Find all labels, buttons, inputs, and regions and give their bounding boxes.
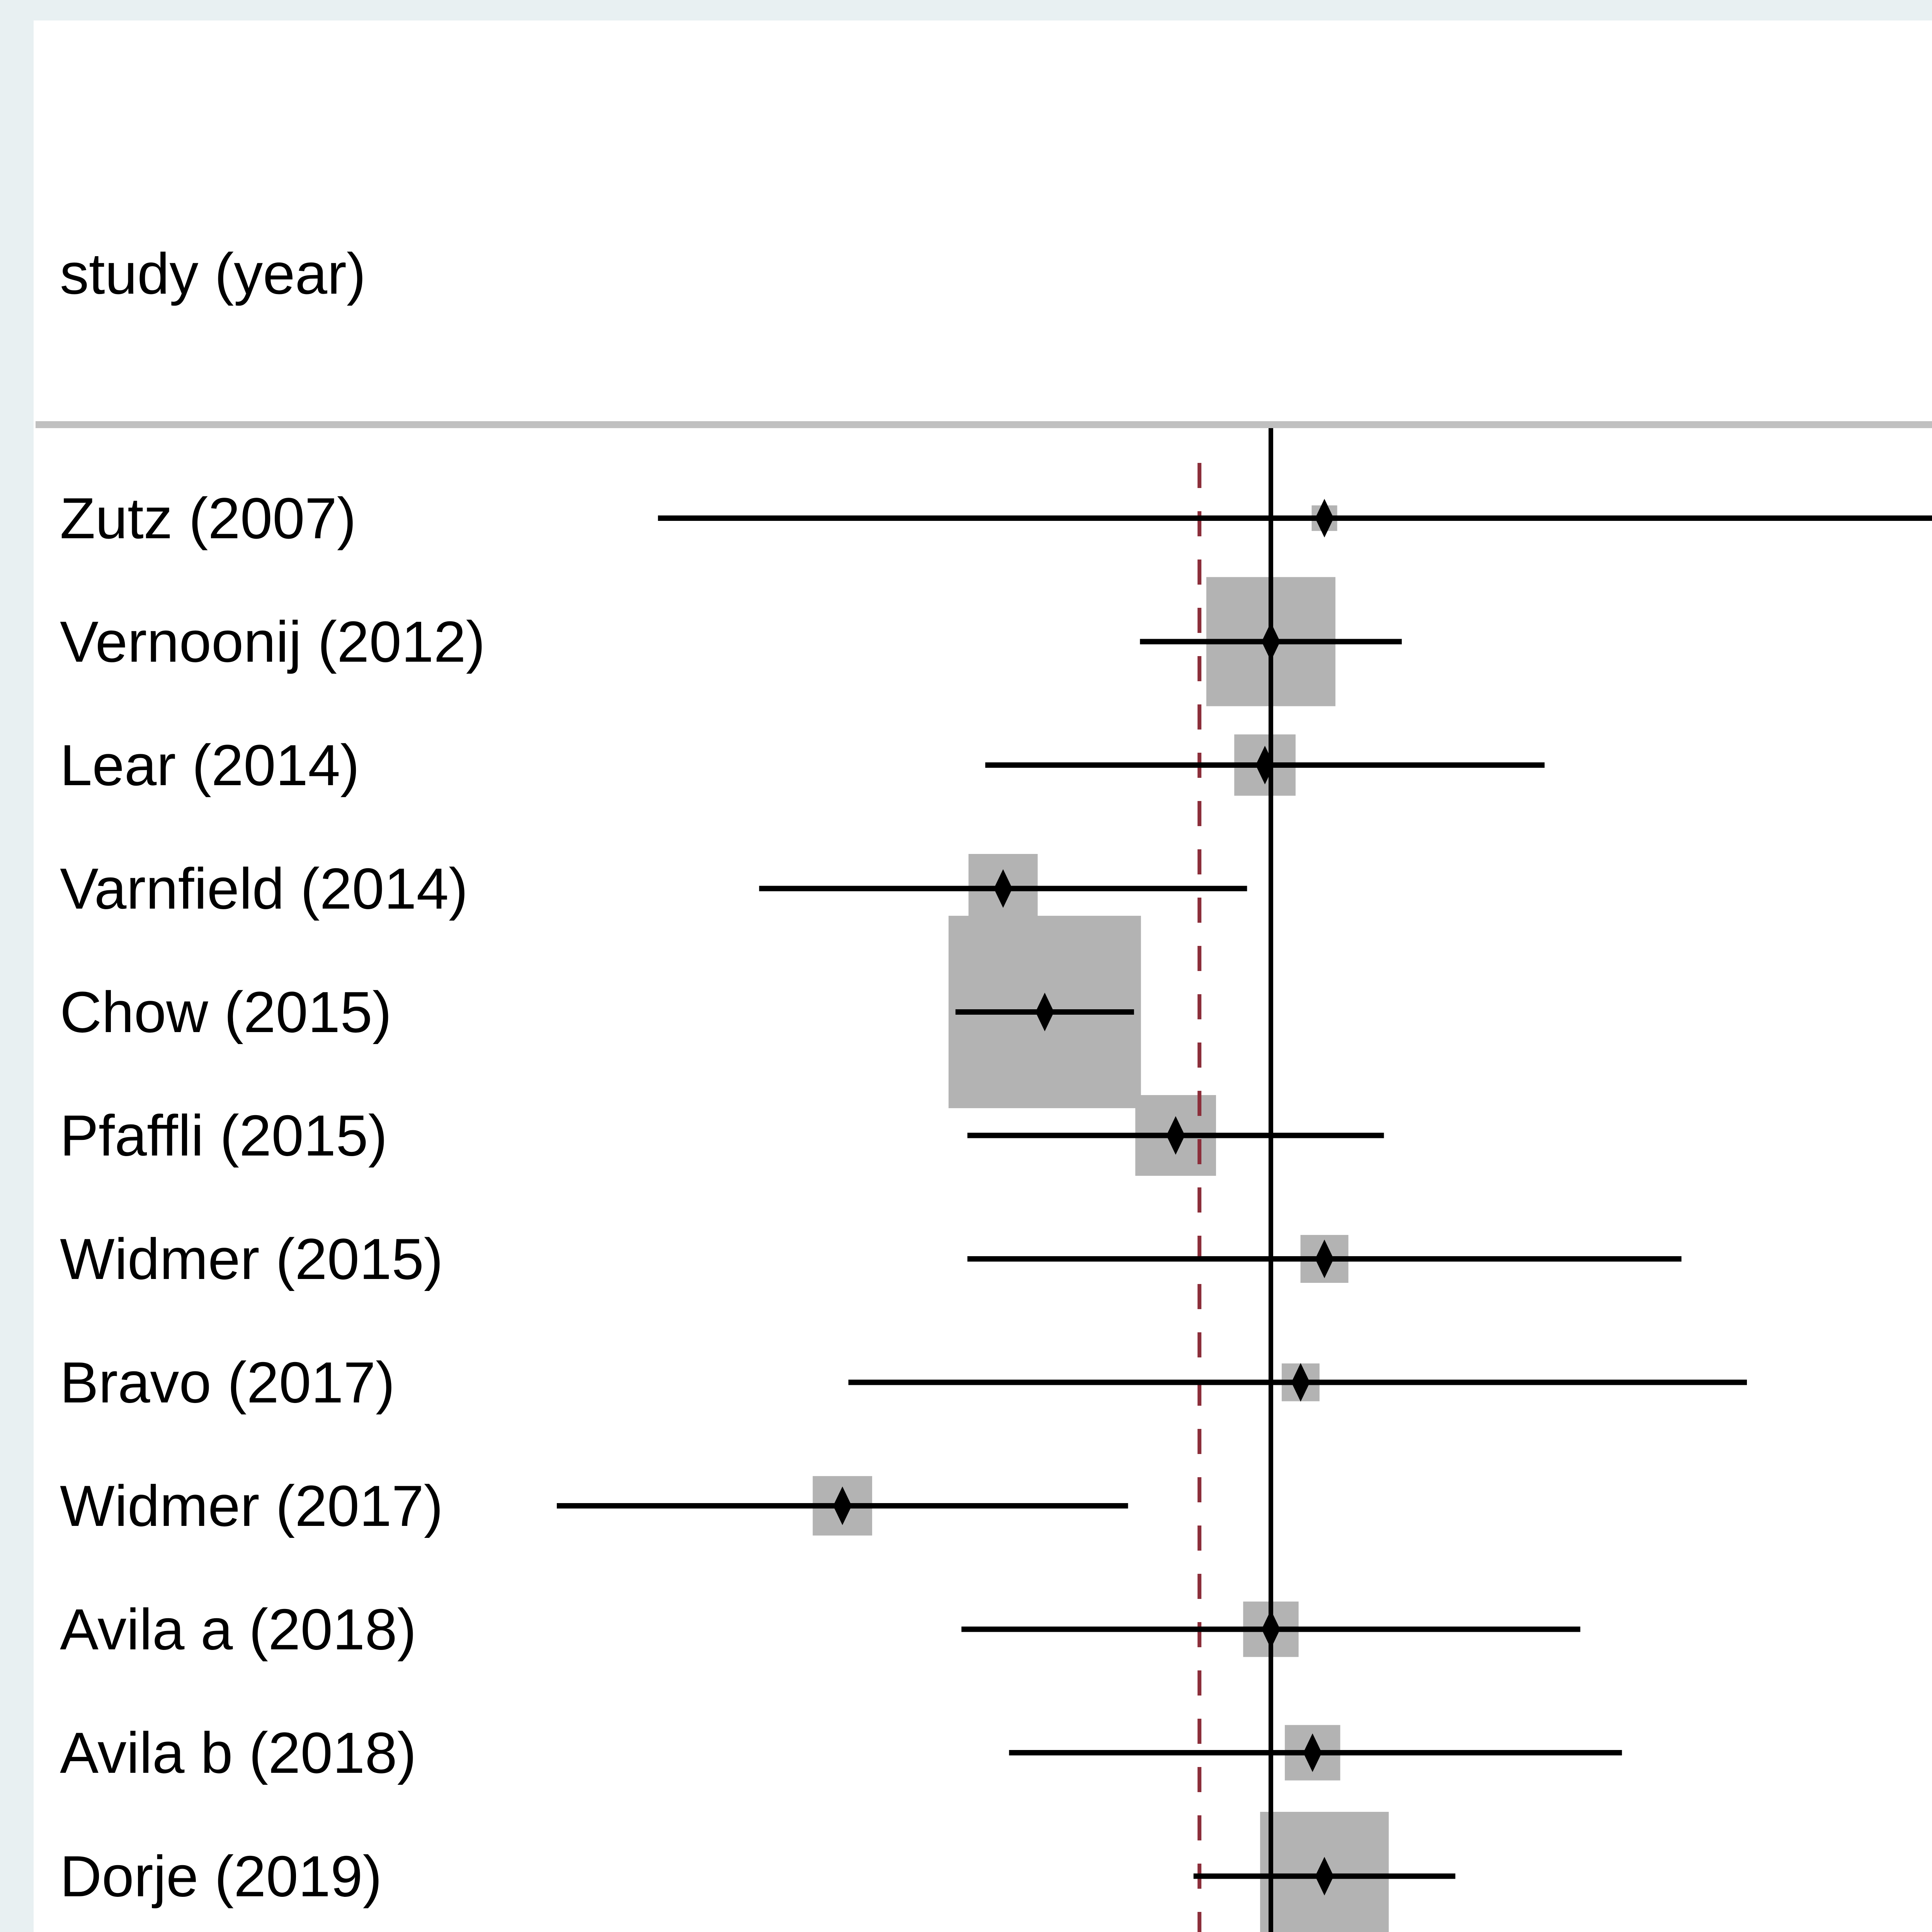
study-label: Avila b (2018): [60, 1720, 417, 1785]
point-estimate-marker: [1166, 1116, 1185, 1155]
point-estimate-marker: [1315, 499, 1334, 537]
header-rule: [36, 421, 1932, 428]
study-label: Bravo (2017): [60, 1350, 395, 1415]
study-label: Zutz (2007): [60, 486, 356, 551]
study-label: Avila a (2018): [60, 1597, 417, 1662]
point-estimate-marker: [1315, 1240, 1334, 1278]
point-estimate-marker: [994, 869, 1012, 908]
study-label: Pfaffli (2015): [60, 1103, 388, 1168]
point-estimate-marker: [1262, 622, 1280, 661]
point-estimate-marker: [1303, 1733, 1322, 1772]
study-label: Lear (2014): [60, 733, 360, 798]
point-estimate-marker: [1255, 746, 1274, 784]
study-label: Widmer (2017): [60, 1473, 443, 1538]
study-label: Dorje (2019): [60, 1844, 382, 1909]
study-label: Vernoonij (2012): [60, 609, 485, 674]
header-study: study (year): [60, 241, 366, 306]
point-estimate-marker: [1035, 993, 1054, 1031]
point-estimate-marker: [1262, 1610, 1280, 1649]
study-label: Chow (2015): [60, 980, 392, 1044]
point-estimate-marker: [833, 1486, 852, 1525]
point-estimate-marker: [1291, 1363, 1310, 1402]
study-label: Widmer (2015): [60, 1226, 443, 1291]
study-label: Varnfield (2014): [60, 856, 468, 921]
point-estimate-marker: [1315, 1857, 1334, 1896]
